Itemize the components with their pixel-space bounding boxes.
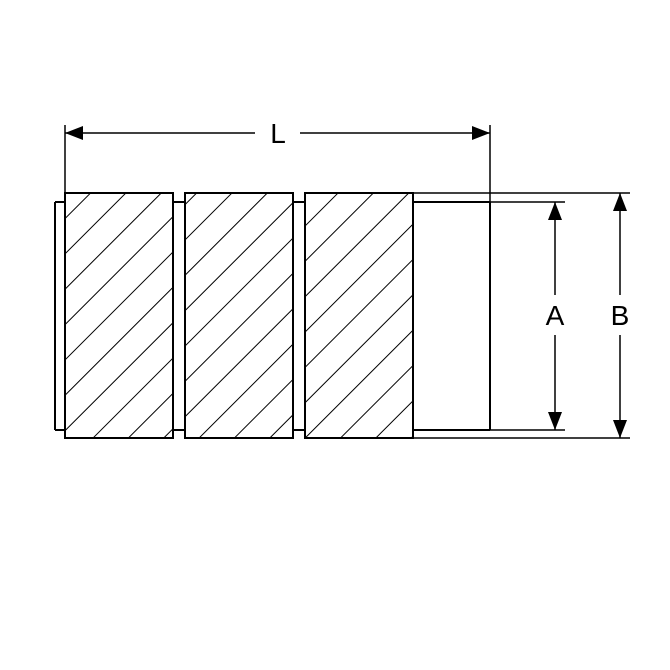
- dimension-B: B: [413, 193, 630, 438]
- block-2: [185, 193, 293, 438]
- label-L: L: [270, 118, 286, 149]
- label-A: A: [546, 300, 565, 331]
- arrow-down-b: [613, 420, 627, 438]
- dimension-A: A: [490, 202, 565, 430]
- arrow-right: [472, 126, 490, 140]
- diagram-container: L A: [0, 0, 670, 670]
- dimension-L: L: [65, 118, 490, 202]
- label-B: B: [611, 300, 630, 331]
- arrow-left: [65, 126, 83, 140]
- arrow-down: [548, 412, 562, 430]
- technical-drawing: L A: [0, 0, 670, 670]
- block-1: [65, 193, 173, 438]
- hatched-blocks: [65, 193, 413, 438]
- arrow-up-b: [613, 193, 627, 211]
- block-3: [305, 193, 413, 438]
- arrow-up: [548, 202, 562, 220]
